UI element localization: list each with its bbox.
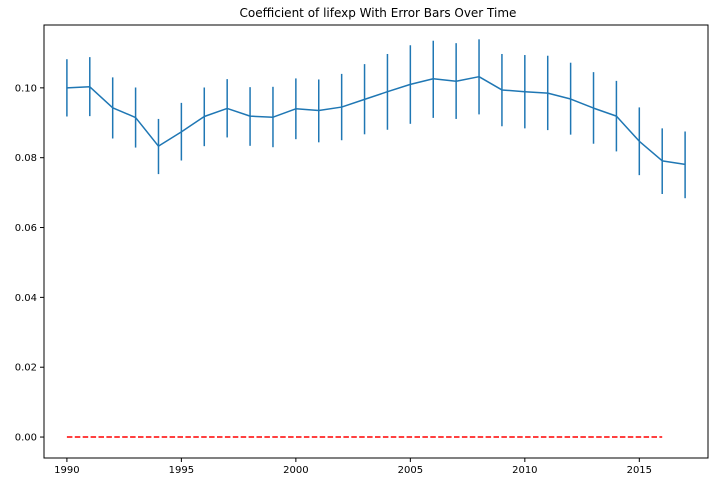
y-axis: 0.00 0.02 0.04 0.06 0.08 0.10 xyxy=(15,83,44,444)
axes-frame xyxy=(43,24,709,459)
y-tick-label: 0.02 xyxy=(15,363,37,374)
x-tick-label: 2015 xyxy=(627,465,652,476)
x-tick-label: 2000 xyxy=(283,465,308,476)
x-tick-label: 2005 xyxy=(398,465,423,476)
x-axis: 1990 1995 2000 2005 2010 2015 xyxy=(54,458,652,476)
x-tick-label: 1990 xyxy=(54,465,79,476)
y-tick-label: 0.08 xyxy=(15,153,37,164)
y-tick-label: 0.06 xyxy=(15,223,37,234)
y-tick-label: 0.00 xyxy=(15,433,37,444)
coefficient-line xyxy=(66,75,686,166)
x-tick-label: 2010 xyxy=(512,465,537,476)
y-tick-label: 0.04 xyxy=(15,293,37,304)
y-tick-label: 0.10 xyxy=(15,83,37,94)
chart-title: Coefficient of lifexp With Error Bars Ov… xyxy=(240,6,517,20)
x-tick-label: 1995 xyxy=(169,465,194,476)
plot-area xyxy=(66,39,686,438)
